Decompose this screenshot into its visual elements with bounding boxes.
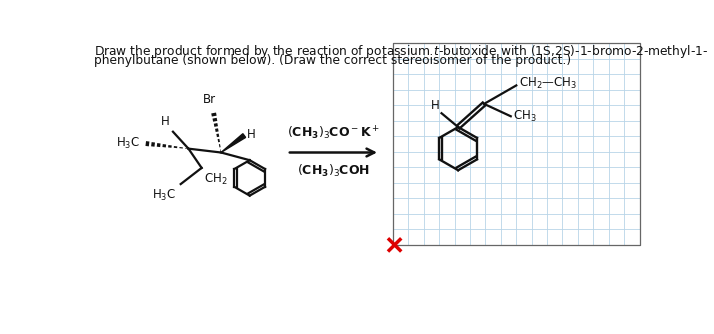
Text: phenylbutane (shown below). (Draw the correct stereoisomer of the product.): phenylbutane (shown below). (Draw the co… (94, 54, 571, 67)
Text: CH$_2$—CH$_3$: CH$_2$—CH$_3$ (518, 76, 577, 92)
Text: CH$_2$: CH$_2$ (204, 172, 228, 187)
Text: H: H (431, 99, 440, 112)
Text: H: H (161, 115, 170, 128)
Polygon shape (221, 134, 246, 153)
Text: Br: Br (203, 93, 216, 106)
Text: Draw the product formed by the reaction of potassium $t$-butoxide with (1S,2S)-1: Draw the product formed by the reaction … (94, 43, 708, 60)
Text: CH$_3$: CH$_3$ (513, 109, 537, 124)
Text: H$_3$C: H$_3$C (152, 188, 176, 203)
Text: H: H (247, 128, 256, 141)
Text: H$_3$C: H$_3$C (116, 136, 140, 151)
Text: $\left(\mathbf{CH_3}\right)_3\mathbf{COH}$: $\left(\mathbf{CH_3}\right)_3\mathbf{COH… (297, 163, 370, 179)
Text: $\left(\mathbf{CH_3}\right)_3\mathbf{CO}^-\mathbf{K}^+$: $\left(\mathbf{CH_3}\right)_3\mathbf{CO}… (287, 124, 380, 142)
